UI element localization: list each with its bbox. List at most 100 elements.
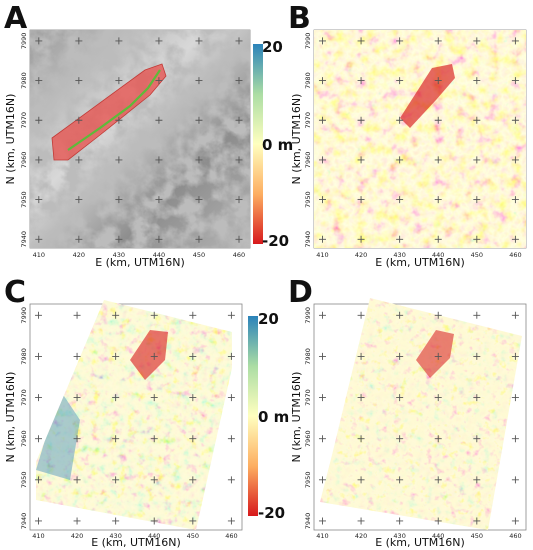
- grid-cross: [35, 235, 43, 243]
- grid-cross: [189, 435, 197, 443]
- x-tick-label: 460: [509, 532, 521, 540]
- grid-cross: [396, 37, 404, 45]
- panel-a-grid-crosses: [35, 37, 243, 243]
- y-tick-label: 7950: [304, 472, 312, 489]
- panel-label-d: D: [288, 275, 313, 310]
- grid-cross: [357, 394, 365, 402]
- grid-cross: [189, 476, 197, 484]
- grid-cross: [434, 476, 442, 484]
- grid-cross: [511, 37, 519, 45]
- y-tick-label: 7980: [20, 72, 28, 89]
- grid-cross: [511, 116, 519, 124]
- grid-cross: [434, 517, 442, 525]
- grid-cross: [195, 235, 203, 243]
- panel-d-xlabel: E (km, UTM16N): [375, 536, 465, 549]
- grid-cross: [318, 352, 326, 360]
- grid-cross: [227, 394, 235, 402]
- grid-cross: [357, 156, 365, 164]
- grid-cross: [73, 394, 81, 402]
- grid-cross: [396, 77, 404, 85]
- grid-cross: [473, 37, 481, 45]
- grid-cross: [34, 476, 42, 484]
- grid-cross: [75, 37, 83, 45]
- grid-cross: [227, 517, 235, 525]
- x-tick-label: 440: [432, 532, 444, 540]
- grid-cross: [73, 517, 81, 525]
- grid-cross: [75, 116, 83, 124]
- grid-cross: [357, 116, 365, 124]
- x-tick-label: 410: [33, 251, 45, 259]
- x-tick-label: 450: [471, 532, 483, 540]
- panel-d-glacier-loss: [416, 330, 454, 378]
- grid-cross: [195, 77, 203, 85]
- grid-cross: [396, 394, 404, 402]
- grid-cross: [396, 311, 404, 319]
- grid-cross: [357, 235, 365, 243]
- panel-b-grid-crosses: [318, 37, 519, 243]
- grid-cross: [357, 196, 365, 204]
- y-tick-label: 7990: [304, 33, 312, 50]
- y-tick-label: 7950: [20, 472, 28, 489]
- grid-cross: [235, 196, 243, 204]
- y-tick-label: 7980: [304, 72, 312, 89]
- grid-cross: [434, 196, 442, 204]
- colorbar-top: 20 0 m -20: [253, 38, 293, 250]
- grid-cross: [150, 394, 158, 402]
- grid-cross: [434, 394, 442, 402]
- grid-cross: [511, 476, 519, 484]
- grid-cross: [357, 352, 365, 360]
- colorbar-bottom-ramp: [248, 316, 258, 516]
- grid-cross: [434, 311, 442, 319]
- x-tick-label: 430: [109, 532, 121, 540]
- grid-cross: [115, 116, 123, 124]
- grid-cross: [357, 476, 365, 484]
- panel-d-ylabel: N (km, UTM16N): [290, 372, 303, 463]
- grid-cross: [318, 476, 326, 484]
- grid-cross: [155, 156, 163, 164]
- grid-cross: [357, 77, 365, 85]
- grid-cross: [434, 156, 442, 164]
- panel-c-xlabel: E (km, UTM16N): [91, 536, 181, 549]
- grid-cross: [473, 394, 481, 402]
- grid-cross: [189, 352, 197, 360]
- x-tick-label: 410: [316, 532, 328, 540]
- y-tick-label: 7940: [20, 231, 28, 248]
- grid-cross: [473, 311, 481, 319]
- grid-cross: [112, 517, 120, 525]
- grid-cross: [511, 435, 519, 443]
- grid-cross: [34, 352, 42, 360]
- grid-cross: [115, 235, 123, 243]
- grid-cross: [150, 435, 158, 443]
- grid-cross: [155, 116, 163, 124]
- grid-cross: [357, 311, 365, 319]
- panel-b-ylabel: N (km, UTM16N): [290, 94, 303, 185]
- y-tick-label: 7960: [20, 430, 28, 447]
- grid-cross: [112, 394, 120, 402]
- grid-cross: [473, 235, 481, 243]
- y-tick-label: 7970: [20, 389, 28, 406]
- grid-cross: [115, 196, 123, 204]
- grid-cross: [318, 116, 326, 124]
- grid-cross: [73, 476, 81, 484]
- grid-cross: [235, 235, 243, 243]
- x-tick-label: 460: [509, 251, 521, 259]
- panel-a: A E (km, UTM16N) N (km, UTM16N) 410 420 43…: [4, 1, 251, 269]
- glacier-outline: [51, 63, 167, 161]
- grid-cross: [115, 77, 123, 85]
- grid-cross: [34, 311, 42, 319]
- grid-cross: [75, 77, 83, 85]
- x-tick-label: 430: [113, 251, 125, 259]
- grid-cross: [396, 352, 404, 360]
- panel-d: D E (km, UTM16N) N (km, UTM16N) 410 420 43…: [288, 275, 527, 549]
- grid-cross: [318, 517, 326, 525]
- y-tick-label: 7970: [304, 112, 312, 129]
- panel-c: C E (km, UTM16N) N (km, UTM16N) 410 420 43…: [4, 275, 243, 549]
- panel-b-xticks: 410 420 430 440 450 460: [316, 251, 521, 259]
- panel-a-yticks: 7990 7980 7970 7960 7950 7940: [20, 33, 28, 248]
- colorbar-bottom-min: -20: [258, 504, 285, 522]
- grid-cross: [396, 116, 404, 124]
- grid-cross: [73, 435, 81, 443]
- x-tick-label: 460: [233, 251, 245, 259]
- grid-cross: [235, 77, 243, 85]
